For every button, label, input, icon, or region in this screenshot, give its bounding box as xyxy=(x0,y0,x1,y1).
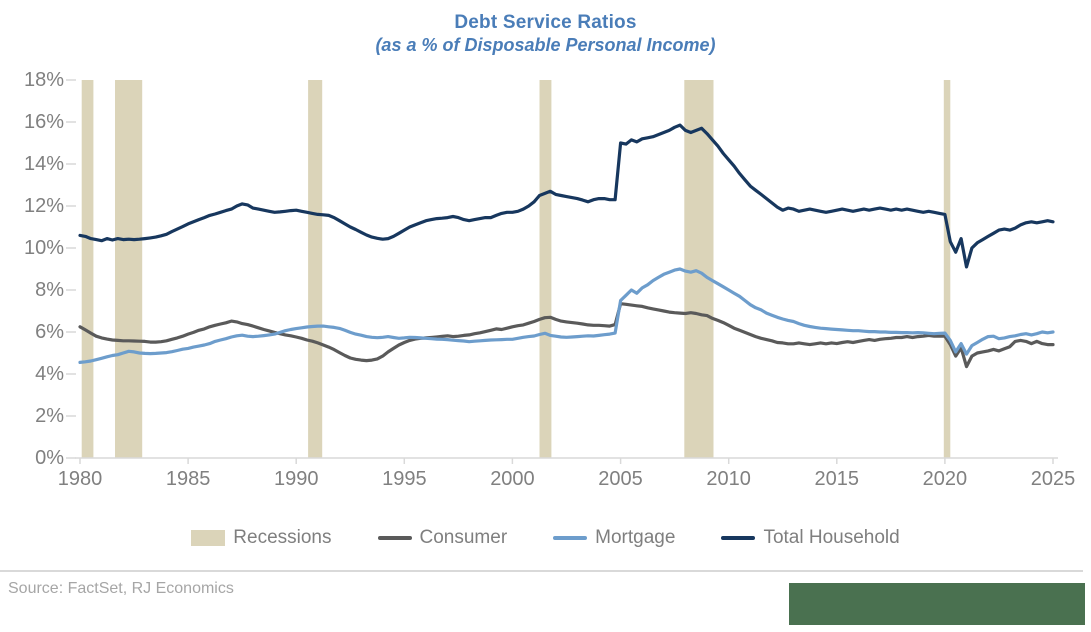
legend-item-mortgage: Mortgage xyxy=(553,527,675,549)
x-axis-label: 2005 xyxy=(598,468,643,490)
legend-swatch xyxy=(377,536,412,540)
legend-swatch xyxy=(553,536,588,540)
legend-label: Total Household xyxy=(763,527,900,548)
x-axis-label: 1980 xyxy=(57,468,103,490)
series-total-household xyxy=(78,123,1055,269)
y-axis-label: 6% xyxy=(35,321,64,343)
y-axis-label: 18% xyxy=(23,69,64,91)
y-axis-label: 14% xyxy=(23,153,64,175)
y-axis-label: 4% xyxy=(35,363,64,385)
recession-band xyxy=(308,80,323,458)
legend-label: Consumer xyxy=(419,527,508,548)
brand-block xyxy=(789,583,1085,625)
footer-divider xyxy=(0,570,1083,572)
legend-item-total-household: Total Household xyxy=(721,527,900,549)
x-axis-label: 2000 xyxy=(490,468,535,490)
x-axis-label: 2025 xyxy=(1030,468,1076,490)
series-consumer xyxy=(78,302,1055,369)
recession-band xyxy=(943,80,951,458)
x-axis-label: 2010 xyxy=(706,468,751,490)
x-axis-label: 1990 xyxy=(273,468,319,490)
y-axis-label: 10% xyxy=(23,237,64,259)
plot-area xyxy=(66,79,1058,464)
y-axis-label: 0% xyxy=(35,447,64,469)
chart-subtitle: (as a % of Disposable Personal Income) xyxy=(375,35,716,55)
x-axis-label: 1985 xyxy=(165,468,211,490)
x-axis-label: 2015 xyxy=(814,468,860,490)
recession-band xyxy=(539,80,552,458)
chart-legend: Recessions Consumer Mortgage Total Househol… xyxy=(0,524,1091,552)
y-axis-label: 16% xyxy=(23,111,64,133)
recession-band xyxy=(81,80,94,458)
y-axis-label: 8% xyxy=(35,279,64,301)
legend-label: Recessions xyxy=(233,527,332,548)
series-mortgage xyxy=(78,267,1055,364)
source-text: Source: FactSet, RJ Economics xyxy=(8,580,234,597)
legend-item-consumer: Consumer xyxy=(377,527,508,549)
chart-title: Debt Service Ratios xyxy=(454,12,637,33)
x-axis-label: 2020 xyxy=(922,468,968,490)
chart-header: Debt Service Ratios (as a % of Disposabl… xyxy=(0,12,1091,56)
recession-band xyxy=(684,80,714,458)
legend-swatch xyxy=(191,530,226,546)
legend-label: Mortgage xyxy=(595,527,676,548)
y-axis-label: 2% xyxy=(35,405,64,427)
x-axis-label: 1995 xyxy=(382,468,427,490)
legend-item-recessions: Recessions xyxy=(191,527,332,549)
recession-band xyxy=(115,80,143,458)
y-axis-label: 12% xyxy=(23,195,64,217)
legend-swatch xyxy=(721,536,756,540)
